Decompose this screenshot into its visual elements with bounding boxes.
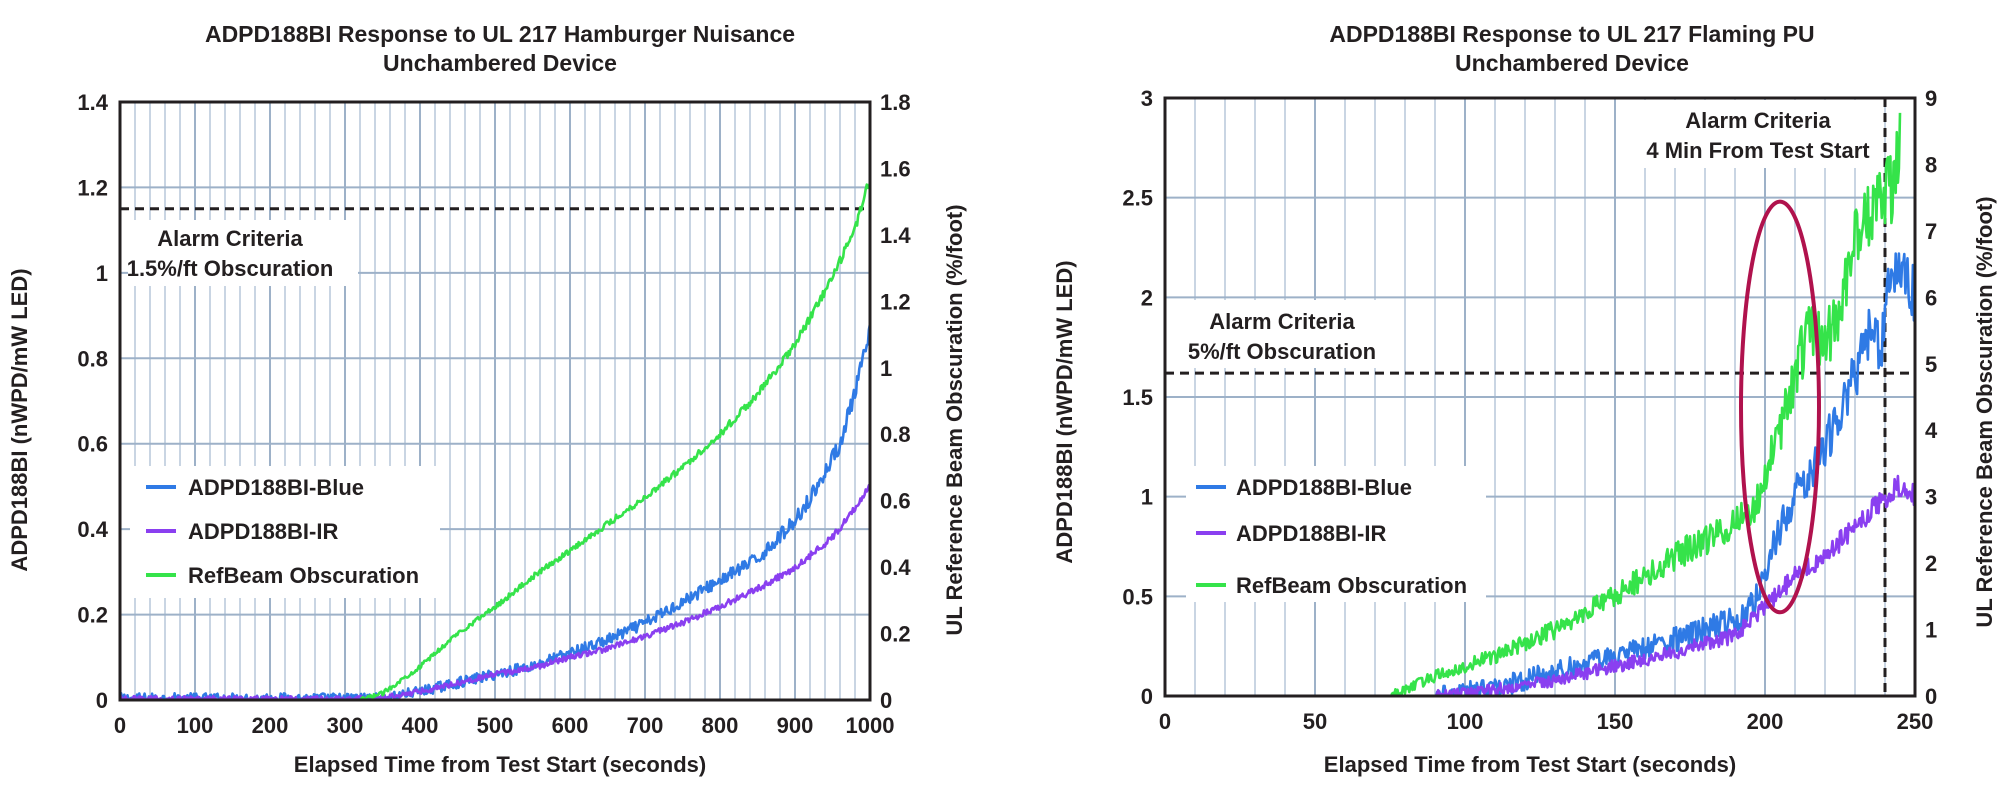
x-tick-label: 100 xyxy=(1447,709,1484,734)
alarm-label-background xyxy=(1632,100,1880,168)
y2-tick-label: 0.4 xyxy=(880,555,911,580)
alarm-criteria-obscuration-line2: 5%/ft Obscuration xyxy=(1188,339,1376,364)
y2-tick-label: 4 xyxy=(1925,418,1938,443)
y-tick-label: 2 xyxy=(1141,285,1153,310)
chart-title: ADPD188BI Response to UL 217 Flaming PU xyxy=(1329,21,1814,47)
x-tick-label: 0 xyxy=(114,713,126,738)
y2-tick-label: 1.8 xyxy=(880,90,911,115)
x-tick-label: 150 xyxy=(1597,709,1634,734)
y2-tick-label: 7 xyxy=(1925,219,1937,244)
y-tick-label: 3 xyxy=(1141,86,1153,111)
alarm-label-background xyxy=(1176,300,1396,368)
y-tick-label: 2.5 xyxy=(1122,186,1153,211)
y2-tick-label: 1.2 xyxy=(880,289,911,314)
y2-tick-label: 1.4 xyxy=(880,223,911,248)
y2-tick-label: 0 xyxy=(1925,684,1937,709)
x-tick-label: 300 xyxy=(327,713,364,738)
x-tick-label: 50 xyxy=(1303,709,1327,734)
chart-flaming-pu: ADPD188BI Response to UL 217 Flaming PU … xyxy=(1052,21,1997,777)
y2-tick-label: 1 xyxy=(880,356,892,381)
y-tick-label: 1 xyxy=(96,261,108,286)
legend: ADPD188BI-Blue ADPD188BI-IR RefBeam Obsc… xyxy=(1186,466,1486,602)
x-tick-label: 200 xyxy=(252,713,289,738)
y2-tick-label: 0 xyxy=(880,688,892,713)
x-tick-label: 400 xyxy=(402,713,439,738)
alarm-label-background xyxy=(128,220,358,286)
legend-label-ir: ADPD188BI-IR xyxy=(1236,521,1386,546)
y-tick-label: 1.4 xyxy=(77,90,108,115)
y-axis-label: ADPD188BI (nWPD/mW LED) xyxy=(1052,260,1077,563)
y2-axis-label: UL Reference Beam Obscuration (%/foot) xyxy=(942,204,967,635)
y2-axis-label: UL Reference Beam Obscuration (%/foot) xyxy=(1972,196,1997,627)
annotation-lines xyxy=(1165,98,1915,696)
highlight-ellipse xyxy=(1739,199,1821,615)
legend-background xyxy=(130,466,440,598)
y2-tick-label: 1 xyxy=(1925,618,1937,643)
x-axis-label: Elapsed Time from Test Start (seconds) xyxy=(1324,752,1736,777)
x-tick-label: 200 xyxy=(1747,709,1784,734)
legend-label-blue: ADPD188BI-Blue xyxy=(1236,475,1412,500)
legend: ADPD188BI-Blue ADPD188BI-IR RefBeam Obsc… xyxy=(130,466,440,598)
legend-background xyxy=(1186,466,1486,602)
y2-tick-label: 0.2 xyxy=(880,622,911,647)
alarm-criteria-obscuration-line1: Alarm Criteria xyxy=(1209,309,1355,334)
chart-subtitle: Unchambered Device xyxy=(1455,50,1689,76)
x-axis-label: Elapsed Time from Test Start (seconds) xyxy=(294,752,706,777)
plot-frame xyxy=(1163,96,1917,698)
x-tick-label: 1000 xyxy=(846,713,895,738)
y-tick-label: 1.2 xyxy=(77,175,108,200)
y-tick-label: 0 xyxy=(96,688,108,713)
alarm-criteria-label-line1: Alarm Criteria xyxy=(157,226,303,251)
y-tick-label: 0 xyxy=(1141,684,1153,709)
legend-label-ir: ADPD188BI-IR xyxy=(188,519,338,544)
alarm-criteria-label-line2: 1.5%/ft Obscuration xyxy=(127,256,334,281)
x-tick-label: 900 xyxy=(777,713,814,738)
y2-tick-label: 1.6 xyxy=(880,156,911,181)
y-axis-label: ADPD188BI (nWPD/mW LED) xyxy=(7,268,32,571)
tick-labels: 0 100 200 300 400 500 600 700 800 900 100000.20.40… xyxy=(77,90,911,738)
y-tick-label: 1 xyxy=(1141,485,1153,510)
x-tick-label: 250 xyxy=(1897,709,1934,734)
series-lines xyxy=(1164,112,1917,698)
y2-tick-label: 0.8 xyxy=(880,422,911,447)
y-tick-label: 0.8 xyxy=(77,346,108,371)
y2-tick-label: 6 xyxy=(1925,285,1937,310)
y-tick-label: 0.4 xyxy=(77,517,108,542)
x-tick-label: 600 xyxy=(552,713,589,738)
legend-label-refbeam: RefBeam Obscuration xyxy=(1236,573,1467,598)
y2-tick-label: 5 xyxy=(1925,352,1937,377)
y2-tick-label: 8 xyxy=(1925,152,1937,177)
x-tick-label: 0 xyxy=(1159,709,1171,734)
y2-tick-label: 9 xyxy=(1925,86,1937,111)
y-tick-label: 1.5 xyxy=(1122,385,1153,410)
legend-label-refbeam: RefBeam Obscuration xyxy=(188,563,419,588)
x-tick-label: 700 xyxy=(627,713,664,738)
chart-subtitle: Unchambered Device xyxy=(383,50,617,76)
x-tick-label: 500 xyxy=(477,713,514,738)
chart-hamburger-nuisance: ADPD188BI Response to UL 217 Hamburger N… xyxy=(7,21,967,777)
x-tick-label: 100 xyxy=(177,713,214,738)
grid xyxy=(119,101,871,701)
legend-label-blue: ADPD188BI-Blue xyxy=(188,475,364,500)
y-tick-label: 0.5 xyxy=(1122,584,1153,609)
x-tick-label: 800 xyxy=(702,713,739,738)
alarm-criteria-time-line1: Alarm Criteria xyxy=(1685,108,1831,133)
y-tick-label: 0.6 xyxy=(77,432,108,457)
plot-frame xyxy=(118,100,872,702)
y2-tick-label: 0.6 xyxy=(880,489,911,514)
y2-tick-label: 2 xyxy=(1925,551,1937,576)
alarm-criteria-time-line2: 4 Min From Test Start xyxy=(1646,138,1870,163)
grid xyxy=(1164,97,1916,697)
y-tick-label: 0.2 xyxy=(77,603,108,628)
chart-title: ADPD188BI Response to UL 217 Hamburger N… xyxy=(205,21,795,47)
y2-tick-label: 3 xyxy=(1925,485,1937,510)
